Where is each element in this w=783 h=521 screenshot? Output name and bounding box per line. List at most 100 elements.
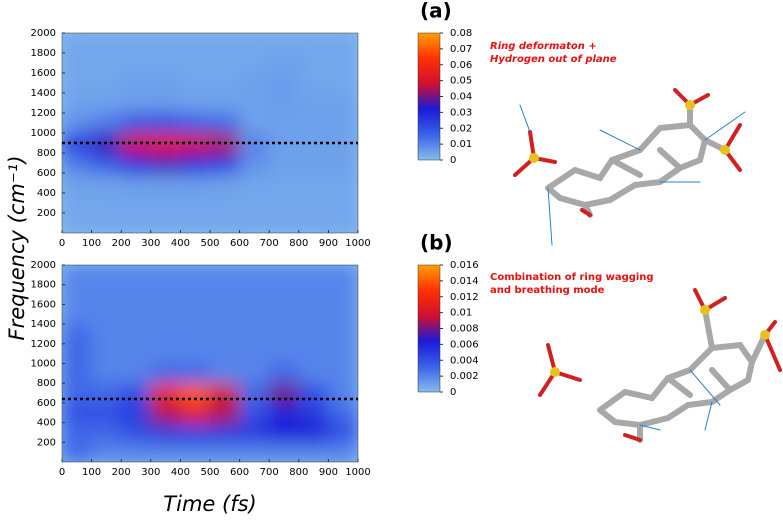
heatmap-cell bbox=[268, 112, 300, 134]
heatmap-cell bbox=[239, 303, 270, 325]
heatmap-cell bbox=[298, 363, 329, 384]
heatmap-cell bbox=[62, 52, 93, 74]
y-tick-label: 1200 bbox=[31, 339, 56, 350]
heatmap-cell bbox=[120, 284, 152, 305]
heatmap-cell bbox=[239, 52, 270, 74]
heatmap-cell bbox=[298, 284, 329, 305]
x-tick-label: 900 bbox=[319, 467, 338, 478]
heatmap-cell bbox=[91, 212, 122, 233]
heatmap-cell bbox=[91, 152, 122, 174]
heatmap-cell bbox=[239, 422, 270, 443]
heatmap-cell bbox=[91, 192, 122, 214]
heatmap-cell bbox=[209, 303, 241, 325]
heatmap-cell bbox=[150, 441, 181, 462]
heatmap-cell bbox=[239, 72, 270, 94]
y-axis-label: Frequency (cm⁻¹) bbox=[5, 155, 29, 340]
heatmap-cell bbox=[179, 33, 211, 54]
heatmap-cell bbox=[150, 172, 181, 194]
heatmap-cell bbox=[209, 265, 241, 286]
heatmap-cell bbox=[209, 33, 241, 54]
heatmap-cell bbox=[150, 323, 181, 345]
heatmap-cell bbox=[91, 363, 122, 384]
heatmap-cell bbox=[91, 265, 122, 286]
x-tick-label: 700 bbox=[260, 238, 279, 249]
heatmap-cell bbox=[91, 402, 122, 424]
heatmap-cell bbox=[120, 152, 152, 174]
heatmap-cell bbox=[298, 72, 329, 94]
heatmap-cell bbox=[327, 212, 358, 233]
heatmap-cell bbox=[120, 402, 152, 424]
heatmap-cell bbox=[179, 382, 211, 404]
heatmap-cell bbox=[268, 303, 300, 325]
heatmap-cell bbox=[150, 112, 181, 134]
x-tick-label: 500 bbox=[200, 467, 219, 478]
heatmap-cell bbox=[327, 152, 358, 174]
heatmap-cell bbox=[179, 52, 211, 74]
heatmap-cell bbox=[327, 343, 358, 364]
heatmap-cell bbox=[91, 33, 122, 54]
heatmap-cell bbox=[268, 422, 300, 443]
heatmap-cell bbox=[120, 52, 152, 74]
y-tick-label: 1800 bbox=[31, 280, 56, 291]
heatmap-cell bbox=[327, 192, 358, 214]
colorbar-tick-label: 0.002 bbox=[450, 371, 479, 382]
heatmap-cell bbox=[179, 422, 211, 443]
heatmap-cell bbox=[62, 422, 93, 443]
heatmap-cell bbox=[209, 363, 241, 384]
heatmap-cell bbox=[120, 343, 152, 364]
heatmap-cell bbox=[179, 284, 211, 305]
y-tick-label: 1600 bbox=[31, 68, 56, 79]
y-tick-label: 1800 bbox=[31, 48, 56, 59]
heatmap-cell bbox=[268, 212, 300, 233]
heatmap-cell bbox=[327, 284, 358, 305]
heatmap-cell bbox=[327, 172, 358, 194]
x-tick-label: 300 bbox=[141, 238, 160, 249]
heatmap-cell bbox=[298, 132, 329, 154]
heatmap-cell bbox=[327, 265, 358, 286]
x-tick-label: 400 bbox=[171, 467, 190, 478]
colorbar-tick-label: 0 bbox=[450, 155, 456, 166]
heatmap-cell bbox=[268, 152, 300, 174]
heatmap-cell bbox=[268, 192, 300, 214]
heatmap-cell bbox=[268, 265, 300, 286]
heatmap-cell bbox=[120, 33, 152, 54]
heatmap-cell bbox=[209, 343, 241, 364]
heatmap-cell bbox=[298, 402, 329, 424]
heatmap-cell bbox=[91, 172, 122, 194]
heatmap-cell bbox=[268, 172, 300, 194]
heatmap-cell bbox=[268, 284, 300, 305]
heatmap-cell bbox=[62, 92, 93, 114]
heatmap-cell bbox=[298, 212, 329, 233]
heatmap-cell bbox=[298, 52, 329, 74]
y-tick-label: 1200 bbox=[31, 108, 56, 119]
heatmap-cell bbox=[327, 441, 358, 462]
heatmap-cell bbox=[62, 343, 93, 364]
x-tick-label: 900 bbox=[319, 238, 338, 249]
y-tick-label: 1000 bbox=[31, 359, 56, 370]
heatmap-cell bbox=[209, 52, 241, 74]
heatmap-cell bbox=[120, 323, 152, 345]
y-tick-label: 200 bbox=[37, 208, 56, 219]
heatmap-cell bbox=[298, 422, 329, 443]
heatmap-cell bbox=[150, 284, 181, 305]
heatmap-cell bbox=[62, 402, 93, 424]
colorbar-tick-label: 0.04 bbox=[450, 92, 472, 103]
heatmap-cell bbox=[298, 152, 329, 174]
heatmap-cell bbox=[150, 192, 181, 214]
heatmap-cell bbox=[268, 363, 300, 384]
colorbar-tick-label: 0.016 bbox=[450, 260, 479, 271]
x-tick-label: 200 bbox=[112, 238, 131, 249]
heatmap-cell bbox=[209, 402, 241, 424]
heatmap-cell bbox=[298, 172, 329, 194]
heatmap bbox=[62, 265, 358, 462]
heatmap-cell bbox=[62, 192, 93, 214]
heatmap-cell bbox=[62, 323, 93, 345]
heatmap-cell bbox=[239, 172, 270, 194]
y-tick-label: 1400 bbox=[31, 319, 56, 330]
molecule-b bbox=[538, 288, 782, 443]
heatmap-cell bbox=[120, 112, 152, 134]
heatmap-cell bbox=[120, 441, 152, 462]
heatmap-cell bbox=[239, 343, 270, 364]
heatmap-cell bbox=[298, 92, 329, 114]
heatmap-cell bbox=[91, 382, 122, 404]
